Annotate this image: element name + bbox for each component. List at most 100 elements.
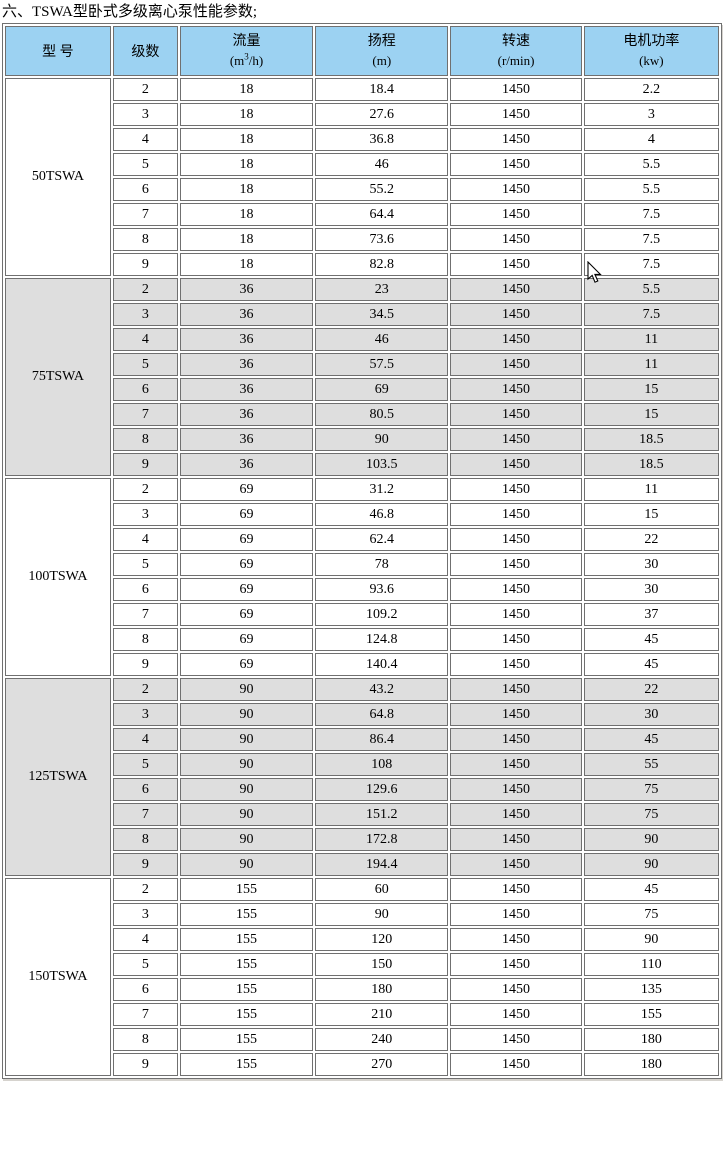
table-cell: 18 — [179, 128, 314, 151]
col-header-power: 电机功率 (kw) — [583, 26, 719, 76]
table-cell: 270 — [315, 1053, 449, 1076]
table-cell: 11 — [583, 328, 719, 351]
table-cell: 90 — [179, 753, 314, 776]
table-cell: 1450 — [450, 178, 582, 201]
col-header-stages-label: 级数 — [131, 45, 160, 60]
table-row: 9 90 194.4 1450 90 — [5, 853, 719, 876]
table-cell: 180 — [583, 1053, 719, 1076]
table-cell: 1450 — [450, 1003, 582, 1026]
table-cell: 1450 — [450, 578, 582, 601]
table-cell: 90 — [583, 853, 719, 876]
table-cell: 90 — [179, 678, 314, 701]
table-cell: 6 — [112, 178, 178, 201]
table-cell: 36.8 — [315, 128, 449, 151]
table-cell: 5 — [112, 153, 178, 176]
table-cell: 1450 — [450, 228, 582, 251]
table-cell: 18 — [179, 253, 314, 276]
table-cell: 36 — [179, 353, 314, 376]
table-row: 8 69 124.8 1450 45 — [5, 628, 719, 651]
table-row: 4 18 36.8 1450 4 — [5, 128, 719, 151]
table-cell: 8 — [112, 1028, 178, 1051]
table-row: 5 36 57.5 1450 11 — [5, 353, 719, 376]
table-cell: 1450 — [450, 1053, 582, 1076]
table-row: 9 155 270 1450 180 — [5, 1053, 719, 1076]
table-cell: 22 — [583, 678, 719, 701]
table-row: 7 155 210 1450 155 — [5, 1003, 719, 1026]
table-cell: 155 — [179, 1053, 314, 1076]
table-cell: 6 — [112, 778, 178, 801]
table-cell: 55 — [583, 753, 719, 776]
table-cell: 7 — [112, 403, 178, 426]
table-cell: 155 — [179, 978, 314, 1001]
table-cell: 1450 — [450, 753, 582, 776]
table-row: 50TSWA 2 18 18.4 1450 2.2 — [5, 78, 719, 276]
table-cell: 15 — [583, 403, 719, 426]
table-cell: 2 — [112, 478, 178, 501]
table-cell: 7.5 — [583, 228, 719, 251]
table-cell: 27.6 — [315, 103, 449, 126]
table-cell: 180 — [315, 978, 449, 1001]
table-row: 150TSWA 2 155 60 1450 45 — [5, 878, 719, 1076]
table-cell: 64.8 — [315, 703, 449, 726]
table-cell: 18 — [179, 78, 314, 101]
table-cell: 5.5 — [583, 278, 719, 301]
table-cell: 155 — [179, 1028, 314, 1051]
table-cell: 150 — [315, 953, 449, 976]
col-header-head-label: 扬程 — [367, 34, 396, 49]
table-cell: 45 — [583, 878, 719, 901]
table-row: 6 155 180 1450 135 — [5, 978, 719, 1001]
table-cell: 46 — [315, 153, 449, 176]
table-cell: 5 — [112, 353, 178, 376]
col-header-head-unit: (m) — [372, 53, 392, 68]
table-cell: 8 — [112, 828, 178, 851]
table-cell: 5 — [112, 753, 178, 776]
table-cell: 18.5 — [583, 428, 719, 451]
table-cell: 7 — [112, 1003, 178, 1026]
model-cell: 100TSWA — [5, 478, 111, 676]
table-cell: 194.4 — [315, 853, 449, 876]
table-row: 7 36 80.5 1450 15 — [5, 403, 719, 426]
table-cell: 1450 — [450, 803, 582, 826]
table-cell: 1450 — [450, 278, 582, 301]
table-cell: 31.2 — [315, 478, 449, 501]
table-row: 6 69 93.6 1450 30 — [5, 578, 719, 601]
col-header-speed-unit: (r/min) — [497, 53, 535, 68]
table-cell: 36 — [179, 403, 314, 426]
table-cell: 124.8 — [315, 628, 449, 651]
table-cell: 3 — [583, 103, 719, 126]
table-cell: 36 — [179, 328, 314, 351]
table-cell: 140.4 — [315, 653, 449, 676]
table-cell: 1450 — [450, 553, 582, 576]
table-cell: 1450 — [450, 978, 582, 1001]
table-cell: 9 — [112, 853, 178, 876]
table-cell: 18 — [179, 178, 314, 201]
table-cell: 69 — [179, 628, 314, 651]
table-cell: 7 — [112, 203, 178, 226]
table-cell: 60 — [315, 878, 449, 901]
table-cell: 18.5 — [583, 453, 719, 476]
table-cell: 69 — [315, 378, 449, 401]
table-cell: 46 — [315, 328, 449, 351]
table-row: 9 69 140.4 1450 45 — [5, 653, 719, 676]
col-header-speed: 转速 (r/min) — [450, 26, 582, 76]
table-cell: 2 — [112, 78, 178, 101]
table-cell: 90 — [179, 728, 314, 751]
table-cell: 57.5 — [315, 353, 449, 376]
table-cell: 1450 — [450, 403, 582, 426]
table-cell: 1450 — [450, 828, 582, 851]
table-cell: 240 — [315, 1028, 449, 1051]
col-header-flow-label: 流量 — [232, 34, 261, 49]
table-cell: 69 — [179, 553, 314, 576]
page-title: 六、TSWA型卧式多级离心泵性能参数; — [2, 4, 258, 20]
table-cell: 90 — [179, 853, 314, 876]
table-cell: 90 — [179, 703, 314, 726]
table-cell: 3 — [112, 903, 178, 926]
table-cell: 1450 — [450, 528, 582, 551]
table-row: 8 18 73.6 1450 7.5 — [5, 228, 719, 251]
table-cell: 155 — [179, 878, 314, 901]
table-cell: 1450 — [450, 903, 582, 926]
model-cell: 125TSWA — [5, 678, 111, 876]
table-cell: 5.5 — [583, 178, 719, 201]
table-cell: 5 — [112, 953, 178, 976]
table-cell: 22 — [583, 528, 719, 551]
